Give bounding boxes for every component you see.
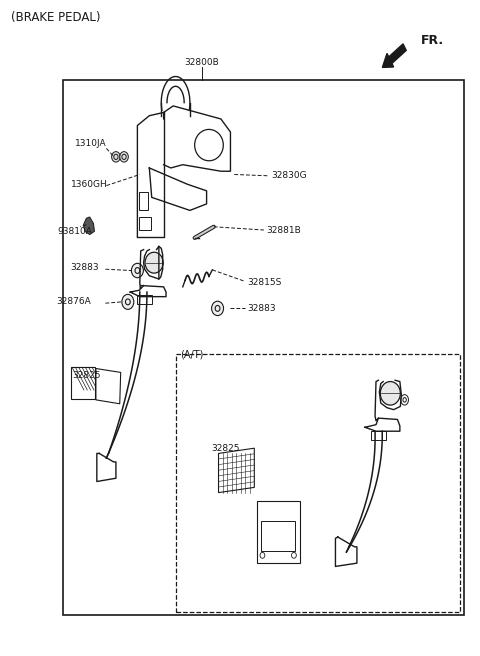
Text: 1360GH: 1360GH bbox=[71, 180, 108, 189]
Text: 32800B: 32800B bbox=[184, 58, 219, 67]
Text: 32883: 32883 bbox=[71, 264, 99, 272]
Text: (BRAKE PEDAL): (BRAKE PEDAL) bbox=[11, 11, 100, 24]
Bar bbox=[63, 80, 464, 615]
Ellipse shape bbox=[112, 152, 120, 162]
Text: 93810A: 93810A bbox=[58, 227, 93, 236]
Ellipse shape bbox=[132, 263, 144, 277]
Text: 32825: 32825 bbox=[211, 444, 240, 453]
Text: 32883: 32883 bbox=[247, 304, 276, 313]
Text: 32815S: 32815S bbox=[247, 277, 282, 287]
Bar bbox=[257, 501, 300, 563]
Bar bbox=[139, 192, 148, 211]
Ellipse shape bbox=[120, 152, 128, 162]
Polygon shape bbox=[84, 217, 95, 235]
Bar bbox=[262, 521, 295, 552]
Ellipse shape bbox=[122, 295, 134, 310]
Text: 1310JA: 1310JA bbox=[75, 138, 107, 148]
Ellipse shape bbox=[212, 301, 224, 316]
Text: (A/T): (A/T) bbox=[180, 350, 204, 359]
Text: 32830G: 32830G bbox=[271, 171, 307, 180]
Text: 32881B: 32881B bbox=[266, 226, 301, 234]
Ellipse shape bbox=[145, 252, 163, 273]
Text: 32825: 32825 bbox=[72, 371, 100, 380]
Bar bbox=[137, 295, 152, 304]
Ellipse shape bbox=[380, 382, 400, 405]
Text: 32876A: 32876A bbox=[56, 297, 91, 306]
Bar bbox=[176, 354, 459, 612]
FancyArrow shape bbox=[383, 44, 406, 68]
Bar bbox=[139, 217, 151, 230]
Bar bbox=[371, 431, 385, 440]
Text: FR.: FR. bbox=[421, 34, 444, 47]
